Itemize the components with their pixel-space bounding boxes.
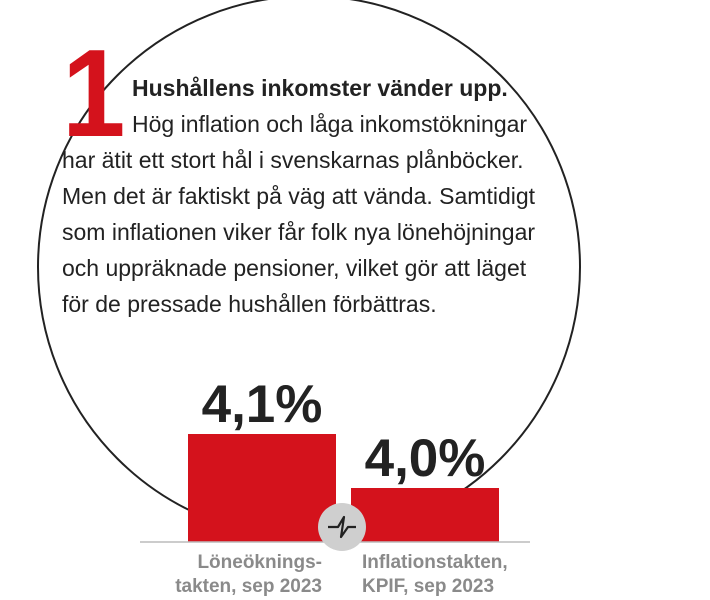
big-number: 1 [62, 25, 125, 163]
category-label-2-line-1: Inflationstakten, [362, 552, 508, 573]
value-label-2: 4,0% [365, 429, 486, 488]
category-label-1-line-1: Löneöknings- [197, 552, 322, 573]
bar-1 [188, 434, 336, 542]
lead-text: Hushållens inkomster vänder upp. [132, 75, 508, 101]
category-label-1-line-2: takten, sep 2023 [175, 576, 322, 597]
axis-break-icon [318, 503, 366, 551]
category-label-2-line-2: KPIF, sep 2023 [362, 576, 494, 597]
bar-2 [351, 488, 499, 542]
body-copy: Hög inflation och låga inkomstökningar h… [62, 111, 536, 317]
body-text: Hushållens inkomster vänder upp. Hög inf… [62, 70, 542, 322]
value-label-1: 4,1% [202, 375, 323, 434]
